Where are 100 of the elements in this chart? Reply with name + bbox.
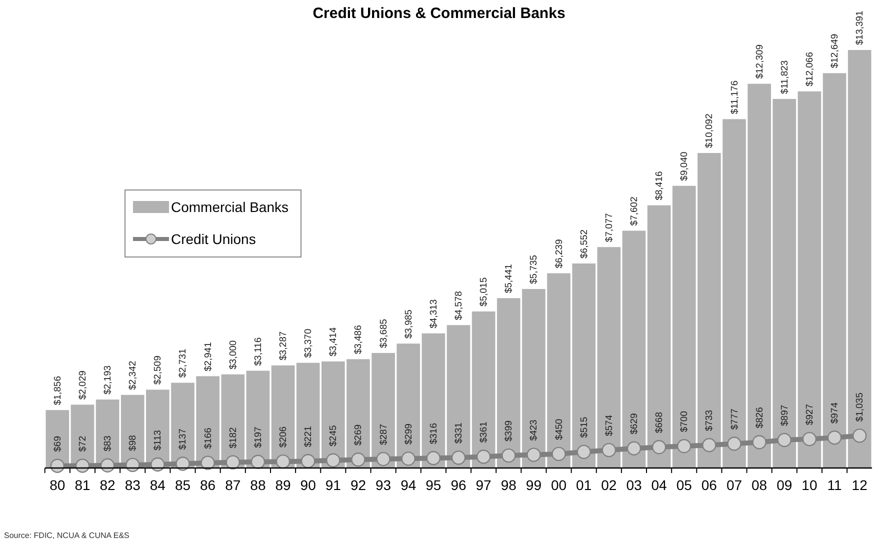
- data-label: $98: [128, 435, 139, 451]
- data-label: $10,092: [704, 114, 716, 148]
- data-label: $299: [403, 424, 414, 445]
- point: [226, 455, 240, 470]
- data-label: $137: [178, 428, 189, 450]
- data-label: $269: [353, 424, 364, 446]
- data-label: $83: [102, 436, 114, 452]
- x-tick-label: 86: [200, 477, 216, 493]
- x-tick-label: 95: [426, 477, 442, 493]
- point: [75, 458, 90, 473]
- data-label: $11,823: [779, 60, 790, 94]
- point: [602, 442, 616, 458]
- x-tick-label: 87: [225, 477, 241, 493]
- data-label: $2,193: [102, 365, 114, 395]
- data-label: $69: [52, 436, 64, 452]
- data-label: $974: [830, 402, 841, 424]
- x-tick-label: 91: [325, 477, 342, 493]
- x-tick-label: 02: [601, 477, 617, 493]
- x-tick-label: 09: [776, 477, 792, 493]
- x-tick-label: 08: [752, 477, 768, 493]
- data-label: $316: [428, 422, 440, 444]
- data-label: $927: [804, 404, 816, 426]
- data-label: $182: [228, 427, 239, 448]
- data-label: $7,602: [628, 196, 640, 226]
- data-label: $423: [528, 420, 540, 441]
- bar: [798, 91, 822, 468]
- data-label: $5,441: [504, 264, 515, 294]
- x-tick-label: 92: [350, 477, 366, 493]
- point: [652, 440, 666, 454]
- point: [276, 454, 290, 469]
- point: [476, 450, 491, 464]
- data-label: $2,731: [178, 348, 189, 378]
- data-label: $166: [202, 428, 214, 449]
- point: [150, 457, 165, 472]
- point: [702, 438, 716, 452]
- data-label: $3,414: [328, 327, 340, 356]
- point: [852, 428, 867, 443]
- x-tick-label: 96: [450, 477, 466, 493]
- data-label: $6,239: [554, 239, 565, 268]
- data-label: $1,035: [854, 392, 866, 422]
- x-tick-label: 84: [150, 477, 166, 493]
- legend-label: Credit Unions: [171, 231, 256, 247]
- x-tick-label: 07: [726, 477, 742, 493]
- data-label: $897: [779, 404, 790, 426]
- legend-label: Commercial Banks: [171, 199, 288, 215]
- point: [626, 441, 642, 456]
- data-label: $826: [754, 407, 766, 428]
- data-label: $12,309: [754, 44, 766, 79]
- data-label: $3,685: [378, 318, 390, 348]
- point: [126, 458, 140, 472]
- data-label: $72: [77, 436, 88, 452]
- point: [502, 448, 516, 463]
- point: [326, 453, 340, 468]
- data-label: $668: [654, 412, 666, 434]
- point: [250, 454, 266, 469]
- x-tick-label: 05: [676, 477, 692, 493]
- data-label: $12,649: [830, 34, 841, 68]
- point: [50, 458, 65, 473]
- data-label: $4,578: [454, 291, 464, 320]
- data-label: $3,486: [353, 325, 364, 354]
- data-label: $206: [278, 426, 290, 448]
- x-tick-label: 98: [500, 477, 517, 493]
- point: [376, 452, 390, 466]
- data-label: $6,552: [578, 229, 590, 258]
- point: [677, 439, 692, 454]
- data-label: $11,176: [729, 80, 740, 114]
- data-label: $777: [729, 408, 740, 430]
- data-label: $574: [604, 414, 615, 436]
- data-label: $3,000: [228, 340, 239, 370]
- data-label: $515: [578, 416, 590, 438]
- point: [727, 436, 742, 451]
- data-label: $221: [303, 426, 314, 448]
- bar: [597, 247, 621, 468]
- source-note: Source: FDIC, NCUA & CUNA E&S: [4, 531, 130, 540]
- data-label: $629: [628, 413, 640, 434]
- data-label: $113: [152, 430, 164, 450]
- data-label: $2,342: [128, 360, 139, 390]
- point: [827, 430, 842, 445]
- x-tick-label: 04: [651, 477, 668, 493]
- x-tick-label: 11: [827, 477, 842, 493]
- bar: [422, 333, 446, 468]
- point: [451, 450, 466, 465]
- data-label: $4,313: [428, 299, 440, 328]
- data-label: $3,985: [403, 310, 414, 339]
- point: [200, 456, 215, 470]
- x-tick-label: 12: [852, 477, 868, 493]
- point: [802, 432, 817, 446]
- x-tick-label: 97: [476, 477, 492, 493]
- data-label: $13,391: [854, 10, 866, 45]
- x-tick-label: 00: [550, 477, 567, 493]
- data-label: $5,735: [528, 254, 540, 284]
- data-label: $3,116: [252, 337, 264, 366]
- data-label: $2,029: [77, 370, 88, 400]
- x-tick-label: 99: [526, 477, 542, 493]
- x-tick-label: 80: [50, 477, 66, 493]
- data-label: $450: [554, 418, 565, 440]
- bar: [446, 325, 470, 468]
- point: [552, 446, 566, 462]
- data-label: $733: [704, 410, 716, 432]
- data-label: $700: [679, 411, 690, 432]
